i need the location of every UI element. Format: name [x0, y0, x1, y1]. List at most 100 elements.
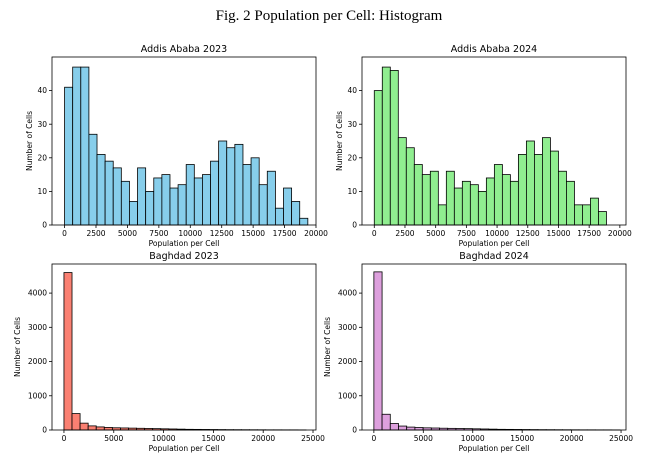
histogram-bar: [291, 201, 301, 226]
histogram-bar: [137, 167, 147, 226]
histogram-bar: [550, 150, 559, 226]
histogram-bar: [566, 180, 575, 226]
y-axis-label: Number of Cells: [25, 111, 34, 171]
figure-title: Fig. 2 Population per Cell: Histogram: [215, 8, 443, 24]
y-tick-label: 30: [37, 120, 47, 129]
histogram-bar: [389, 70, 399, 226]
x-tick-label: 7500: [457, 229, 476, 238]
chart-panel-2: 0 2500 5000 7500 10000 12500 15000 17500 20000 0 1…: [335, 44, 632, 248]
histogram-bar: [72, 66, 82, 226]
x-axis-label: Population per Cell: [149, 444, 220, 453]
y-axis-label: Number of Cells: [335, 111, 344, 171]
histogram-bar: [437, 204, 447, 226]
histogram-bar: [210, 160, 220, 226]
plot-frame: [51, 56, 317, 226]
y-tick-label: 1000: [28, 391, 47, 400]
chart-title: Addis Ababa 2023: [141, 44, 227, 55]
histogram-bar: [525, 140, 535, 226]
histogram-bar: [226, 147, 236, 226]
histogram-bar: [389, 423, 399, 431]
x-tick-label: 10000: [461, 434, 485, 443]
histogram-bar: [120, 180, 130, 226]
histogram-bar: [250, 157, 260, 226]
histogram-bar: [421, 174, 431, 226]
y-tick-label: 0: [42, 426, 47, 435]
x-tick-label: 20000: [251, 434, 275, 443]
x-tick-label: 10000: [152, 434, 176, 443]
histogram-bar: [398, 425, 408, 431]
x-tick-label: 15000: [241, 229, 265, 238]
y-tick-label: 40: [37, 86, 47, 95]
x-tick-label: 12500: [516, 229, 540, 238]
histogram-bar: [429, 170, 439, 226]
histogram-bar: [129, 201, 138, 226]
x-tick-label: 5000: [104, 434, 123, 443]
histogram-bar: [373, 271, 383, 431]
histogram-bar: [598, 211, 607, 226]
histogram-bar: [193, 177, 203, 226]
histogram-bar: [218, 140, 228, 226]
x-tick-label: 2500: [86, 229, 105, 238]
x-axis-label: Population per Cell: [149, 239, 220, 248]
x-tick-label: 10000: [178, 229, 202, 238]
histogram-bar: [574, 204, 583, 226]
histogram-bar: [445, 170, 455, 226]
histogram-bar: [493, 164, 503, 226]
x-tick-label: 5000: [414, 434, 433, 443]
histogram-bar: [373, 90, 383, 226]
x-axis-label: Population per Cell: [459, 444, 530, 453]
y-tick-label: 0: [352, 221, 357, 230]
histogram-bar: [63, 272, 73, 431]
x-tick-label: 0: [372, 229, 377, 238]
histogram-bar: [242, 164, 252, 226]
histogram-bar: [112, 167, 122, 226]
y-tick-label: 1000: [338, 391, 357, 400]
histogram-bar: [558, 170, 567, 226]
y-tick-label: 20: [37, 153, 47, 162]
y-tick-label: 3000: [28, 323, 47, 332]
y-tick-label: 10: [37, 187, 47, 196]
chart-title: Baghdad 2024: [459, 251, 528, 262]
y-tick-label: 40: [347, 86, 357, 95]
histogram-bar: [153, 177, 163, 226]
chart-title: Baghdad 2023: [149, 251, 218, 262]
histogram-bar: [185, 164, 195, 226]
x-axis-label: Population per Cell: [459, 239, 530, 248]
histogram-bar: [542, 137, 551, 226]
histogram-bar: [266, 170, 276, 226]
y-tick-label: 4000: [338, 289, 357, 298]
histogram-bar: [485, 177, 495, 226]
histogram-bar: [477, 190, 487, 226]
chart-panel-1: 0 2500 5000 7500 10000 12500 15000 17500 20000 0 1…: [25, 44, 328, 248]
x-tick-label: 25000: [609, 434, 633, 443]
y-tick-label: 3000: [338, 323, 357, 332]
histogram-bar: [64, 86, 74, 226]
histogram-bar: [582, 204, 591, 226]
x-tick-label: 15000: [510, 434, 534, 443]
plot-frame: [361, 56, 627, 226]
histogram-bar: [88, 133, 98, 226]
x-tick-label: 17500: [577, 229, 601, 238]
histogram-bar: [177, 184, 187, 226]
y-axis-label: Number of Cells: [13, 317, 22, 377]
histogram-bar: [509, 180, 519, 226]
y-tick-label: 2000: [28, 357, 47, 366]
x-tick-label: 2500: [395, 229, 414, 238]
histogram-bar: [453, 187, 463, 226]
histogram-bar: [517, 154, 527, 226]
x-tick-label: 5000: [118, 229, 137, 238]
x-tick-label: 0: [62, 229, 67, 238]
histogram-bar: [274, 207, 284, 226]
x-tick-label: 7500: [149, 229, 168, 238]
chart-panel-3: 0 5000 10000 15000 20000 25000 0 1000 2000 3000 40…: [13, 251, 325, 453]
x-tick-label: 15000: [547, 229, 571, 238]
histogram-bar: [469, 184, 479, 226]
histogram-bar: [534, 154, 543, 226]
y-tick-label: 2000: [338, 357, 357, 366]
histogram-bar: [161, 174, 171, 226]
chart-title: Addis Ababa 2024: [451, 44, 537, 55]
histogram-bar: [96, 154, 106, 226]
histogram-bar: [87, 425, 97, 431]
y-axis-label: Number of Cells: [323, 317, 332, 377]
